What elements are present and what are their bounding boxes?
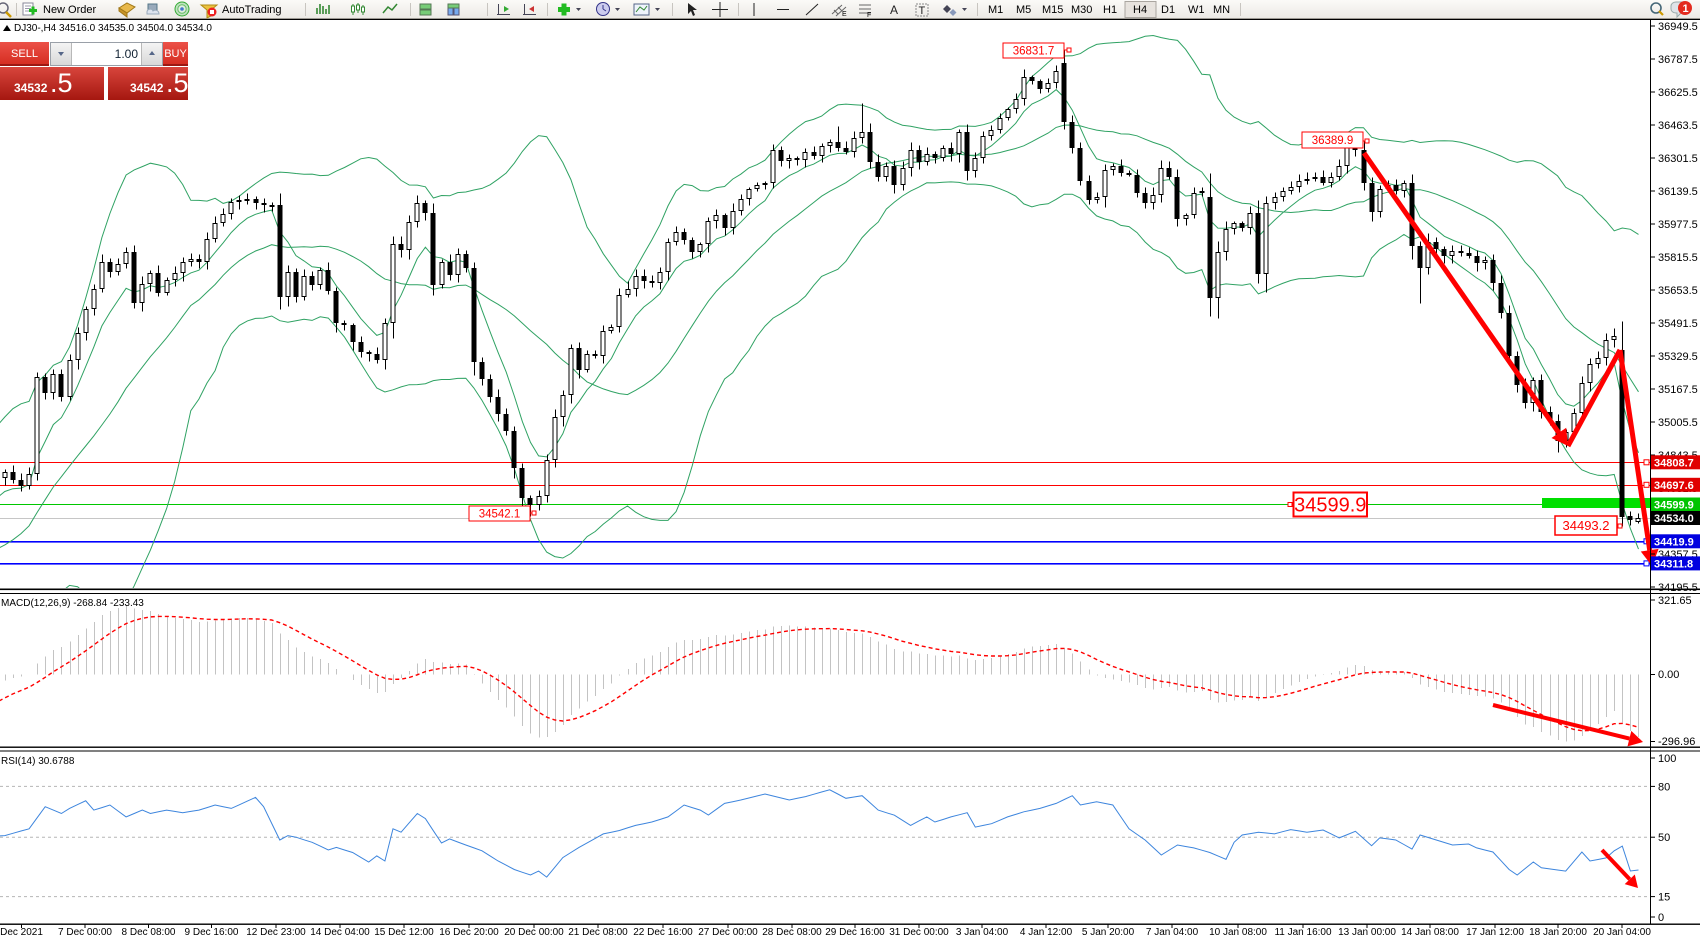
svg-text:50: 50 — [1658, 832, 1670, 844]
svg-text:7 Dec 00:00: 7 Dec 00:00 — [58, 927, 112, 938]
svg-text:35653.5: 35653.5 — [1658, 285, 1698, 297]
svg-text:36301.5: 36301.5 — [1658, 153, 1698, 165]
svg-text:M1: M1 — [988, 4, 1003, 16]
svg-text:34808.7: 34808.7 — [1654, 457, 1694, 469]
svg-text:DJ30-,H4 34516.0 34535.0 3450: DJ30-,H4 34516.0 34535.0 34504.0 34534.0 — [14, 23, 212, 34]
svg-text:21 Dec 08:00: 21 Dec 08:00 — [568, 927, 628, 938]
svg-text:RSI(14) 30.6788: RSI(14) 30.6788 — [1, 756, 75, 767]
svg-text:AutoTrading: AutoTrading — [222, 4, 282, 16]
svg-text:34419.9: 34419.9 — [1654, 536, 1694, 548]
svg-text:9 Dec 16:00: 9 Dec 16:00 — [185, 927, 239, 938]
svg-text:27 Dec 00:00: 27 Dec 00:00 — [698, 927, 758, 938]
svg-text:35329.5: 35329.5 — [1658, 351, 1698, 363]
svg-text:T: T — [919, 5, 926, 17]
svg-text:Dec 2021: Dec 2021 — [0, 927, 43, 938]
svg-text:0.00: 0.00 — [1658, 669, 1679, 681]
svg-text:17 Jan 12:00: 17 Jan 12:00 — [1466, 927, 1524, 938]
svg-text:34542.1: 34542.1 — [479, 509, 521, 521]
svg-text:20 Dec 00:00: 20 Dec 00:00 — [504, 927, 564, 938]
svg-text:34195.5: 34195.5 — [1658, 582, 1698, 594]
svg-text:E: E — [842, 11, 847, 18]
svg-text:12 Dec 23:00: 12 Dec 23:00 — [246, 927, 306, 938]
svg-text:35167.5: 35167.5 — [1658, 384, 1698, 396]
svg-text:28 Dec 08:00: 28 Dec 08:00 — [762, 927, 822, 938]
svg-text:34599.9: 34599.9 — [1654, 500, 1694, 512]
svg-text:34493.2: 34493.2 — [1563, 518, 1610, 533]
svg-text:35977.5: 35977.5 — [1658, 219, 1698, 231]
svg-text:15: 15 — [1658, 892, 1670, 904]
svg-text:15 Dec 12:00: 15 Dec 12:00 — [374, 927, 434, 938]
svg-text:35005.5: 35005.5 — [1658, 417, 1698, 429]
svg-text:34599.9: 34599.9 — [1294, 495, 1366, 517]
svg-text:MACD(12,26,9) -268.84 -233.43: MACD(12,26,9) -268.84 -233.43 — [1, 598, 144, 609]
svg-text:H1: H1 — [1103, 4, 1117, 16]
svg-text:16 Dec 20:00: 16 Dec 20:00 — [439, 927, 499, 938]
svg-text:20 Jan 04:00: 20 Jan 04:00 — [1593, 927, 1651, 938]
svg-text:14 Dec 04:00: 14 Dec 04:00 — [310, 927, 370, 938]
svg-text:11 Jan 16:00: 11 Jan 16:00 — [1274, 927, 1332, 938]
svg-text:36463.5: 36463.5 — [1658, 120, 1698, 132]
svg-text:36949.5: 36949.5 — [1658, 21, 1698, 33]
svg-text:22 Dec 16:00: 22 Dec 16:00 — [633, 927, 693, 938]
svg-text:1: 1 — [1683, 3, 1689, 15]
svg-text:MN: MN — [1213, 4, 1230, 16]
svg-text:M30: M30 — [1071, 4, 1092, 16]
svg-text:4 Jan 12:00: 4 Jan 12:00 — [1020, 927, 1073, 938]
svg-text:5 Jan 20:00: 5 Jan 20:00 — [1082, 927, 1135, 938]
svg-text:M5: M5 — [1016, 4, 1031, 16]
svg-text:F: F — [867, 12, 871, 19]
svg-text:8 Dec 08:00: 8 Dec 08:00 — [122, 927, 176, 938]
svg-text:36787.5: 36787.5 — [1658, 54, 1698, 66]
svg-text:36625.5: 36625.5 — [1658, 87, 1698, 99]
svg-text:14 Jan 08:00: 14 Jan 08:00 — [1401, 927, 1459, 938]
svg-text:36831.7: 36831.7 — [1013, 46, 1055, 58]
svg-text:321.65: 321.65 — [1658, 595, 1692, 607]
svg-text:34697.6: 34697.6 — [1654, 480, 1694, 492]
svg-text:100: 100 — [1658, 753, 1676, 765]
svg-text:7 Jan 04:00: 7 Jan 04:00 — [1146, 927, 1199, 938]
svg-text:36139.5: 36139.5 — [1658, 186, 1698, 198]
svg-text:35815.5: 35815.5 — [1658, 252, 1698, 264]
svg-text:34311.8: 34311.8 — [1654, 558, 1693, 570]
svg-text:M15: M15 — [1042, 4, 1063, 16]
svg-text:80: 80 — [1658, 781, 1670, 793]
svg-text:A: A — [890, 3, 898, 17]
svg-text:29 Dec 16:00: 29 Dec 16:00 — [825, 927, 885, 938]
svg-text:New Order: New Order — [43, 4, 97, 16]
svg-text:35491.5: 35491.5 — [1658, 318, 1698, 330]
svg-text:D1: D1 — [1161, 4, 1175, 16]
svg-text:36389.9: 36389.9 — [1312, 135, 1354, 147]
svg-text:13 Jan 00:00: 13 Jan 00:00 — [1338, 927, 1396, 938]
svg-text:H4: H4 — [1133, 4, 1147, 16]
svg-text:-296.96: -296.96 — [1658, 736, 1695, 748]
svg-text:0: 0 — [1658, 912, 1664, 924]
svg-text:W1: W1 — [1188, 4, 1205, 16]
svg-text:31 Dec 00:00: 31 Dec 00:00 — [889, 927, 949, 938]
svg-text:3 Jan 04:00: 3 Jan 04:00 — [956, 927, 1009, 938]
svg-text:34534.0: 34534.0 — [1654, 513, 1694, 525]
svg-text:18 Jan 20:00: 18 Jan 20:00 — [1529, 927, 1587, 938]
svg-text:10 Jan 08:00: 10 Jan 08:00 — [1209, 927, 1267, 938]
